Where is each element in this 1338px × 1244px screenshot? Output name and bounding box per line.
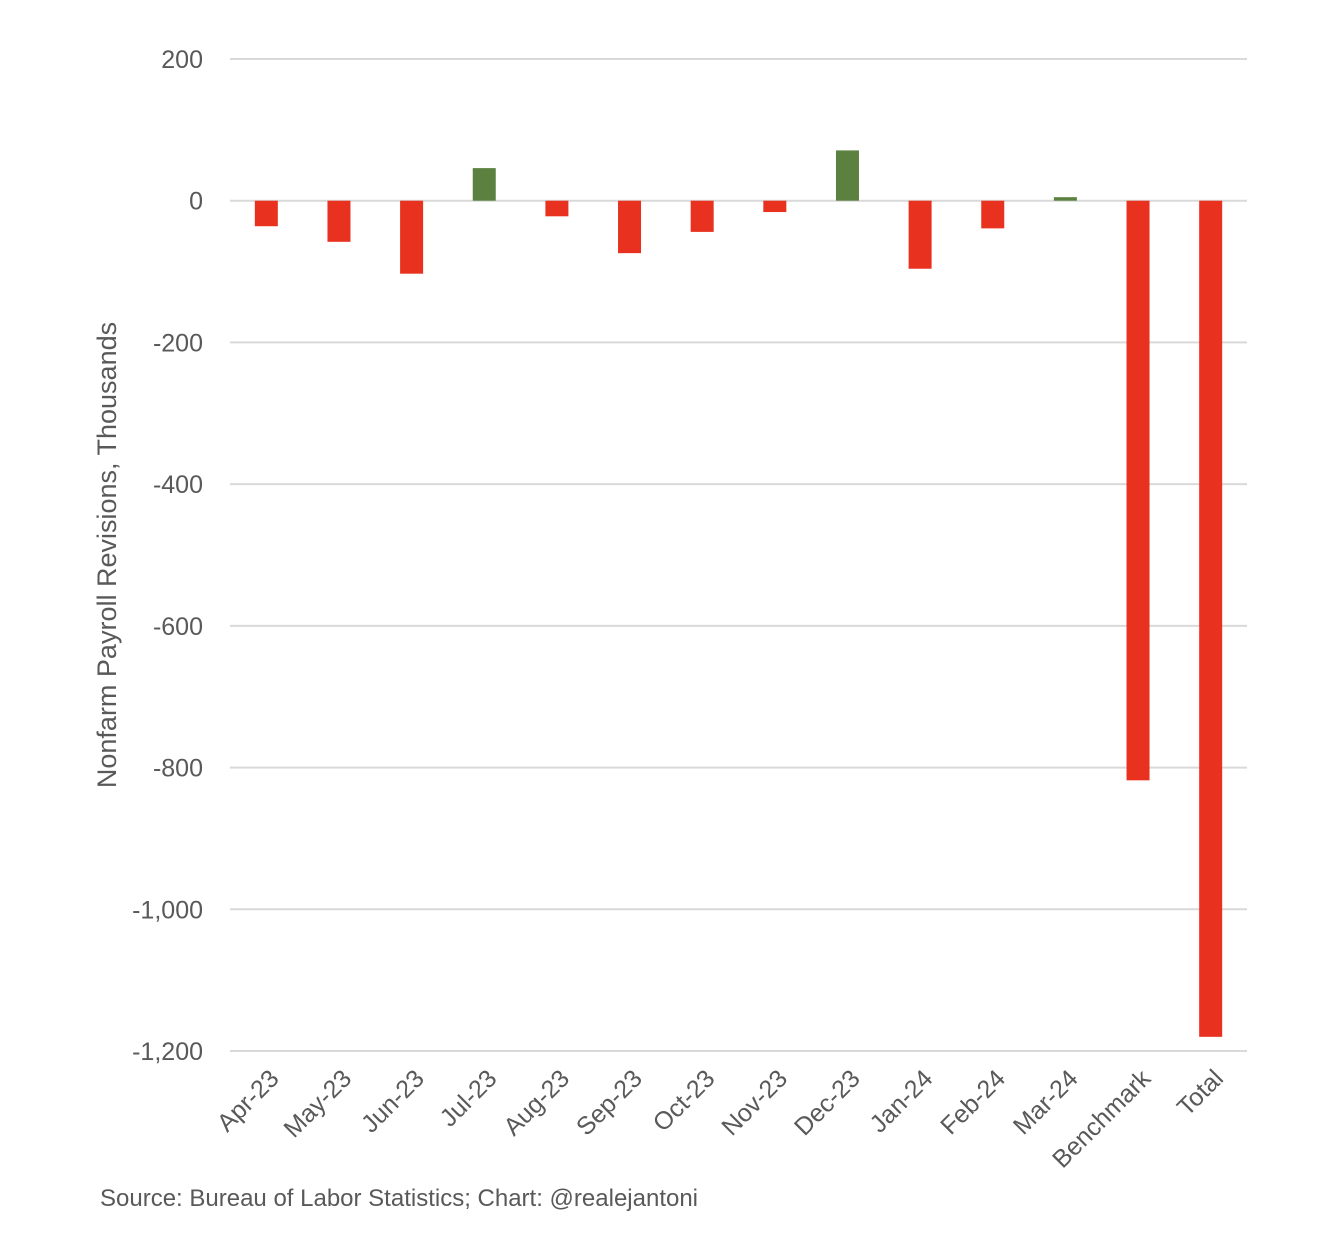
bar (1126, 200, 1150, 781)
y-tick-label: -800 (153, 755, 203, 783)
y-tick-label: -1,000 (132, 896, 203, 924)
x-tick-label: Aug-23 (498, 1064, 575, 1141)
bar (908, 200, 932, 269)
bar (1199, 200, 1223, 1037)
bar (545, 200, 569, 217)
x-tick-label: Total (1172, 1064, 1229, 1121)
y-axis-title: Nonfarm Payroll Revisions, Thousands (92, 322, 122, 788)
x-tick-label: Jan-24 (864, 1064, 938, 1138)
y-tick-label: 0 (189, 188, 203, 216)
bar (835, 150, 859, 201)
bar (763, 200, 787, 213)
x-tick-label: Sep-23 (571, 1064, 648, 1141)
source-note: Source: Bureau of Labor Statistics; Char… (100, 1185, 699, 1212)
y-tick-label: -400 (153, 471, 203, 499)
bar (400, 200, 424, 274)
x-tick-label: Dec-23 (789, 1064, 866, 1141)
y-tick-label: -1,200 (132, 1038, 203, 1066)
x-tick-label: May-23 (278, 1064, 357, 1143)
x-tick-label: Oct-23 (648, 1064, 721, 1137)
x-tick-label: Jun-23 (356, 1064, 430, 1138)
x-tick-label: Apr-23 (212, 1064, 285, 1137)
x-tick-label: Jul-23 (435, 1064, 503, 1132)
x-tick-label: Feb-24 (935, 1064, 1011, 1140)
y-tick-label: -200 (153, 329, 203, 357)
bar (690, 200, 714, 232)
bar (1053, 197, 1077, 201)
y-tick-label: -600 (153, 613, 203, 641)
bar (327, 200, 351, 242)
bar (981, 200, 1005, 229)
bar (618, 200, 642, 254)
y-tick-label: 200 (161, 46, 203, 74)
x-tick-label: Nov-23 (716, 1064, 793, 1141)
bar (472, 168, 496, 201)
bar (254, 200, 278, 227)
